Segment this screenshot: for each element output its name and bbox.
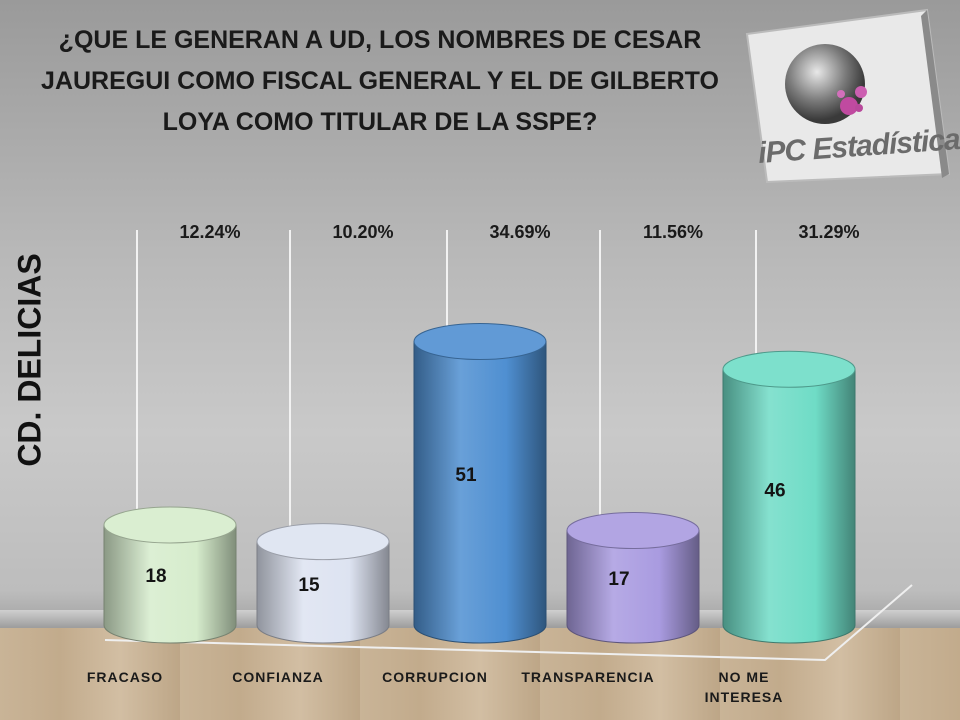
category-label: FRACASO bbox=[87, 669, 163, 685]
category-label: CONFIANZA bbox=[232, 669, 323, 685]
bar-body bbox=[413, 341, 547, 644]
bar-confianza bbox=[256, 523, 390, 644]
data-label: 17 bbox=[608, 569, 629, 590]
floor-outline bbox=[104, 584, 913, 662]
chart-title: ¿QUE LE GENERAN A UD, LOS NOMBRES DE CES… bbox=[41, 26, 719, 136]
percent-label: 34.69% bbox=[489, 222, 550, 242]
bar-body bbox=[103, 524, 237, 644]
category-label: NO ME bbox=[719, 669, 770, 685]
bar-corrupcion bbox=[413, 323, 547, 644]
category-label: CORRUPCION bbox=[382, 669, 488, 685]
bar-body bbox=[566, 530, 700, 644]
bar-no-me-interesa bbox=[722, 350, 856, 644]
data-label: 15 bbox=[298, 575, 320, 596]
bar-top bbox=[413, 323, 547, 360]
chart-frame bbox=[104, 584, 913, 662]
bar-top bbox=[566, 512, 700, 549]
category-label: TRANSPARENCIA bbox=[521, 669, 654, 685]
percent-label: 10.20% bbox=[332, 222, 393, 242]
ipc-estadistica-logo bbox=[745, 8, 951, 184]
data-label: 51 bbox=[455, 465, 477, 486]
bar-fracaso bbox=[103, 506, 237, 644]
data-label: 18 bbox=[145, 566, 166, 587]
bar-body bbox=[256, 541, 390, 644]
category-label: INTERESA bbox=[705, 689, 784, 705]
bar-transparencia bbox=[566, 512, 700, 644]
data-label: 46 bbox=[764, 480, 785, 501]
percent-label: 31.29% bbox=[798, 222, 859, 242]
bar-top bbox=[256, 523, 390, 561]
bar-body bbox=[722, 368, 856, 644]
bar-top bbox=[103, 506, 237, 544]
percent-label: 12.24% bbox=[179, 222, 240, 242]
bar-top bbox=[722, 350, 856, 388]
percent-label: 11.56% bbox=[643, 222, 703, 242]
